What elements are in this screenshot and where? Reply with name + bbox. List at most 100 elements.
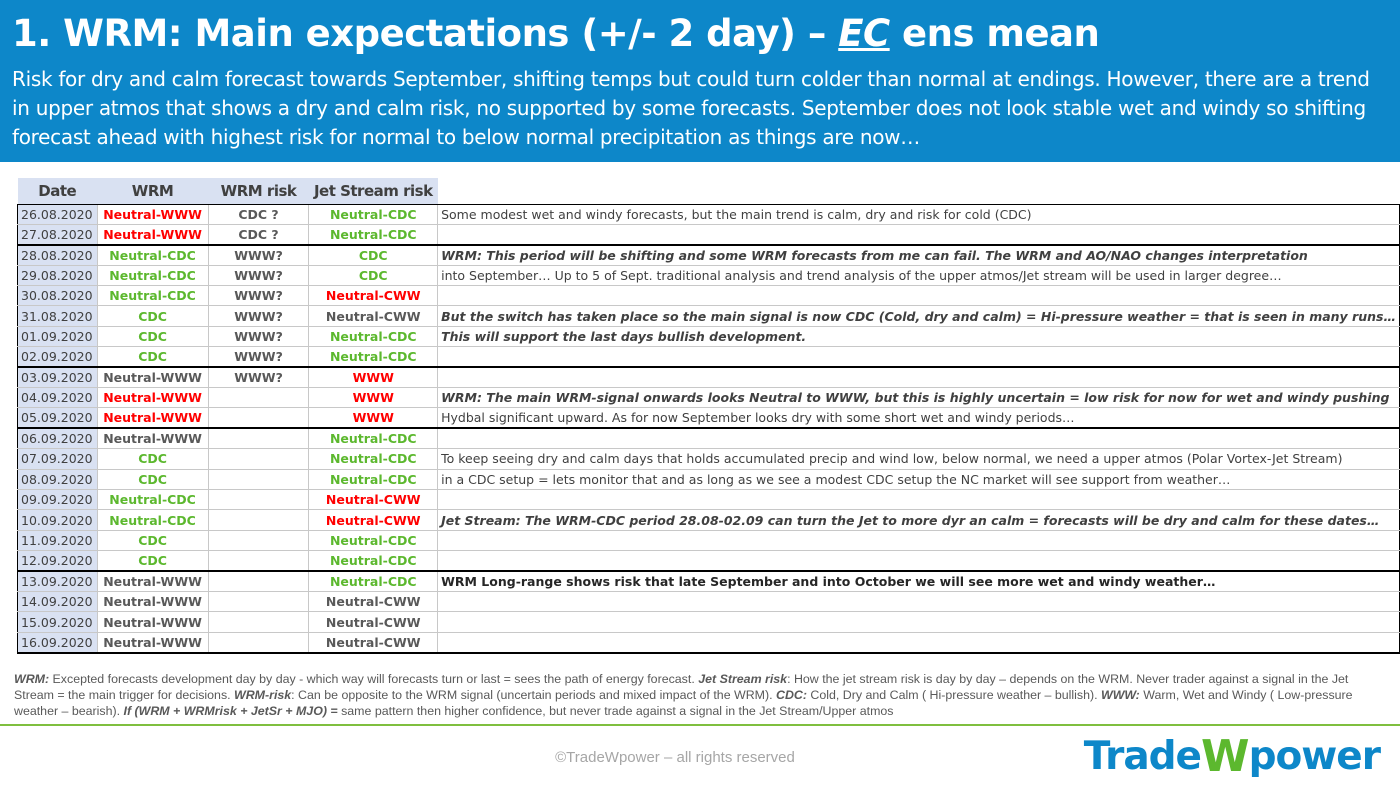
table-row: 03.09.2020 Neutral-WWW WWW? WWW	[17, 367, 1400, 389]
cell-date: 04.09.2020	[17, 387, 97, 409]
table-row: 07.09.2020 CDC Neutral-CDC To keep seeing d…	[17, 448, 1400, 470]
legend-term: CDC:	[776, 688, 807, 702]
table-row: 10.09.2020 Neutral-CDC Neutral-CWW Jet Stre…	[17, 509, 1400, 531]
table-row: 01.09.2020 CDC WWW? Neutral-CDC This will su…	[17, 326, 1400, 348]
title-ec: EC	[838, 12, 890, 55]
cell-comment	[437, 489, 1400, 511]
cell-jet-stream-risk: Neutral-CDC	[308, 571, 438, 592]
cell-wrm-risk: CDC ?	[207, 203, 309, 225]
cell-wrm-risk	[207, 591, 309, 613]
cell-wrm-risk	[207, 448, 309, 470]
table-row: 14.09.2020 Neutral-WWW Neutral-CWW	[17, 591, 1400, 613]
header-date: Date	[17, 178, 97, 204]
cell-date: 13.09.2020	[17, 571, 97, 592]
legend-definition: : Can be opposite to the WRM signal (unc…	[291, 688, 776, 702]
legend-term: WWW:	[1101, 688, 1140, 702]
cell-comment	[437, 224, 1400, 246]
cell-jet-stream-risk: Neutral-CWW	[308, 632, 438, 654]
cell-wrm: Neutral-WWW	[96, 611, 209, 633]
table-row: 30.08.2020 Neutral-CDC WWW? Neutral-CWW	[17, 285, 1400, 307]
cell-jet-stream-risk: Neutral-CDC	[308, 346, 438, 369]
cell-wrm: Neutral-WWW	[96, 407, 209, 430]
cell-comment: WRM: This period will be shifting and so…	[437, 244, 1400, 266]
cell-wrm: Neutral-WWW	[96, 632, 209, 654]
cell-wrm: CDC	[96, 346, 209, 369]
cell-wrm-risk: WWW?	[207, 326, 309, 348]
cell-comment	[437, 285, 1400, 307]
cell-jet-stream-risk: Neutral-CDC	[308, 530, 438, 552]
cell-date: 14.09.2020	[17, 591, 97, 613]
header-wrm-risk: WRM risk	[208, 178, 309, 204]
cell-comment	[437, 591, 1400, 613]
cell-date: 26.08.2020	[17, 203, 97, 225]
legend-definition: Warm, Wet and Windy ( Low-pressure weath…	[14, 688, 1353, 718]
cell-wrm-risk	[207, 509, 309, 531]
legend-term: WRM:	[14, 672, 50, 686]
cell-wrm-risk	[207, 469, 309, 490]
title-suffix: ens mean	[889, 12, 1100, 55]
cell-date: 30.08.2020	[17, 285, 97, 307]
copyright-text: ©TradeWpower – all rights reserved	[555, 749, 795, 766]
header-comment-blank	[437, 178, 1400, 204]
cell-wrm: CDC	[96, 530, 209, 552]
table-row: 28.08.2020 Neutral-CDC WWW? CDC WRM: This pe…	[17, 244, 1400, 266]
cell-date: 10.09.2020	[17, 509, 97, 531]
footer-divider	[0, 724, 1400, 726]
legend-note: WRM: Excepted forecasts development day …	[14, 671, 1386, 719]
cell-jet-stream-risk: Neutral-CWW	[308, 489, 438, 511]
cell-date: 09.09.2020	[17, 489, 97, 511]
cell-jet-stream-risk: WWW	[308, 387, 438, 409]
cell-wrm: Neutral-WWW	[96, 387, 209, 409]
cell-wrm: Neutral-WWW	[96, 571, 209, 592]
table-row: 31.08.2020 CDC WWW? Neutral-CWW But the swit…	[17, 305, 1400, 327]
cell-comment	[437, 367, 1400, 389]
header-jet-stream-risk: Jet Stream risk	[308, 178, 438, 204]
cell-wrm-risk: WWW?	[207, 305, 309, 327]
cell-jet-stream-risk: Neutral-CDC	[308, 326, 438, 348]
cell-comment: But the switch has taken place so the ma…	[437, 305, 1400, 327]
cell-jet-stream-risk: Neutral-CDC	[308, 550, 438, 573]
cell-wrm: Neutral-CDC	[96, 489, 209, 511]
table-row: 27.08.2020 Neutral-WWW CDC ? Neutral-CDC	[17, 224, 1400, 246]
cell-jet-stream-risk: Neutral-CWW	[308, 305, 438, 327]
cell-date: 29.08.2020	[17, 265, 97, 287]
cell-jet-stream-risk: Neutral-CDC	[308, 224, 438, 246]
table-row: 08.09.2020 CDC Neutral-CDC in a CDC setup =…	[17, 469, 1400, 490]
cell-jet-stream-risk: Neutral-CDC	[308, 203, 438, 225]
cell-wrm: Neutral-WWW	[96, 367, 209, 389]
cell-jet-stream-risk: Neutral-CDC	[308, 428, 438, 450]
table-row: 16.09.2020 Neutral-WWW Neutral-CWW	[17, 632, 1400, 654]
cell-wrm: Neutral-WWW	[96, 591, 209, 613]
table-row: 06.09.2020 Neutral-WWW Neutral-CDC	[17, 428, 1400, 450]
cell-date: 06.09.2020	[17, 428, 97, 450]
legend-definition: Excepted forecasts development day by da…	[49, 672, 699, 686]
cell-date: 27.08.2020	[17, 224, 97, 246]
cell-wrm: Neutral-WWW	[96, 428, 209, 450]
cell-wrm-risk: WWW?	[207, 367, 309, 389]
cell-date: 31.08.2020	[17, 305, 97, 327]
title-prefix: 1. WRM: Main expectations (+/- 2 day) –	[12, 12, 839, 55]
cell-comment	[437, 428, 1400, 450]
cell-wrm-risk	[207, 611, 309, 633]
cell-date: 02.09.2020	[17, 346, 97, 369]
cell-wrm-risk	[207, 571, 309, 592]
cell-jet-stream-risk: CDC	[308, 244, 438, 266]
cell-comment: WRM Long-range shows risk that late Sept…	[437, 571, 1400, 592]
cell-date: 12.09.2020	[17, 550, 97, 573]
cell-wrm-risk	[207, 387, 309, 409]
cell-date: 11.09.2020	[17, 530, 97, 552]
cell-wrm: Neutral-CDC	[96, 265, 209, 287]
cell-comment	[437, 632, 1400, 654]
cell-wrm: CDC	[96, 448, 209, 470]
cell-jet-stream-risk: Neutral-CWW	[308, 285, 438, 307]
cell-wrm: Neutral-CDC	[96, 244, 209, 266]
cell-jet-stream-risk: Neutral-CWW	[308, 591, 438, 613]
cell-wrm-risk	[207, 632, 309, 654]
cell-date: 01.09.2020	[17, 326, 97, 348]
cell-wrm: CDC	[96, 326, 209, 348]
cell-comment	[437, 550, 1400, 573]
cell-date: 16.09.2020	[17, 632, 97, 654]
cell-jet-stream-risk: WWW	[308, 407, 438, 430]
cell-wrm-risk	[207, 530, 309, 552]
